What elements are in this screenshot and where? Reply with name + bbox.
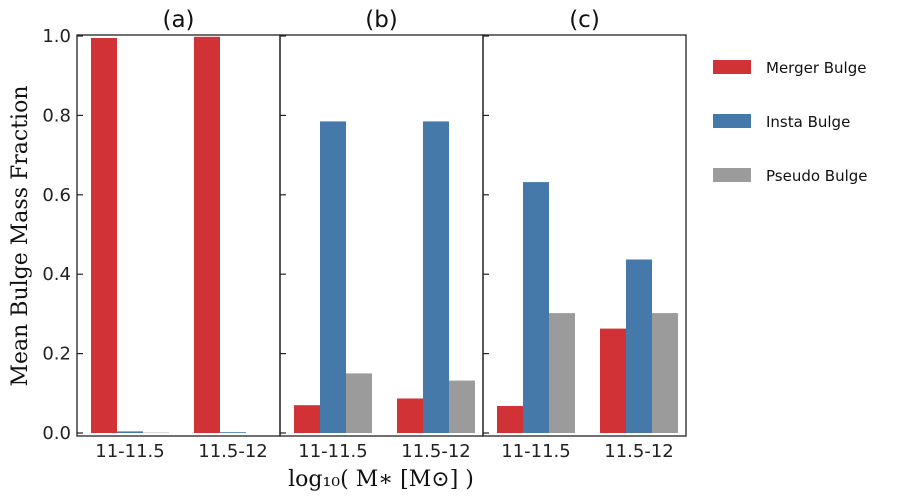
bar-b-merger-bulge-0 [294,405,320,433]
y-tick-label-4: 0.8 [42,105,71,126]
bar-a-insta-bulge-1 [220,432,246,433]
y-axis-label: Mean Bulge Mass Fraction [8,85,33,386]
x-tick-label-0-1: 11.5-12 [198,441,267,462]
bar-c-merger-bulge-1 [600,328,626,433]
y-tick-label-5: 1.0 [42,26,71,47]
panel-frame-1 [279,34,484,437]
bar-c-pseudo-bulge-1 [652,313,678,433]
legend-swatch-merger-bulge [713,60,751,74]
legend-swatch-pseudo-bulge [713,168,751,182]
y-tick-label-0: 0.0 [42,423,71,444]
x-tick-label-0-0: 11-11.5 [95,441,164,462]
panel-title-0: (a) [162,7,194,33]
legend-label-insta-bulge: Insta Bulge [766,113,850,131]
panel-frame-2 [482,34,687,437]
bar-c-pseudo-bulge-0 [549,313,575,433]
x-tick-label-2-0: 11-11.5 [501,441,570,462]
bar-a-merger-bulge-0 [91,38,117,433]
bar-b-merger-bulge-1 [397,398,423,433]
legend-swatch-insta-bulge [713,114,751,128]
x-tick-label-1-1: 11.5-12 [401,441,470,462]
y-tick-label-2: 0.4 [42,264,71,285]
bar-c-insta-bulge-1 [626,259,652,433]
bar-b-pseudo-bulge-1 [449,380,475,433]
x-tick-label-1-0: 11-11.5 [298,441,367,462]
y-tick-label-1: 0.2 [42,344,71,365]
bar-b-insta-bulge-0 [320,121,346,434]
x-tick-label-2-1: 11.5-12 [604,441,673,462]
bar-b-pseudo-bulge-0 [346,373,372,433]
panel-title-2: (c) [569,7,600,33]
bar-a-merger-bulge-1 [194,36,220,434]
panel-title-1: (b) [365,7,398,33]
legend: Merger Bulge Insta Bulge Pseudo Bulge [713,59,868,185]
legend-label-pseudo-bulge: Pseudo Bulge [766,167,868,185]
bar-c-merger-bulge-0 [497,406,523,433]
bar-c-insta-bulge-0 [523,182,549,433]
y-tick-label-3: 0.6 [42,185,71,206]
x-axis-label: log₁₀( M∗ [M⊙] ) [288,467,474,492]
bar-b-insta-bulge-1 [423,121,449,434]
panels-layer: 11-11.5 11.5-12 (a) 11-11.5 11.5-12 (b) 11-11.… [42,7,687,462]
legend-label-merger-bulge: Merger Bulge [766,59,866,77]
bar-a-insta-bulge-0 [117,431,143,433]
